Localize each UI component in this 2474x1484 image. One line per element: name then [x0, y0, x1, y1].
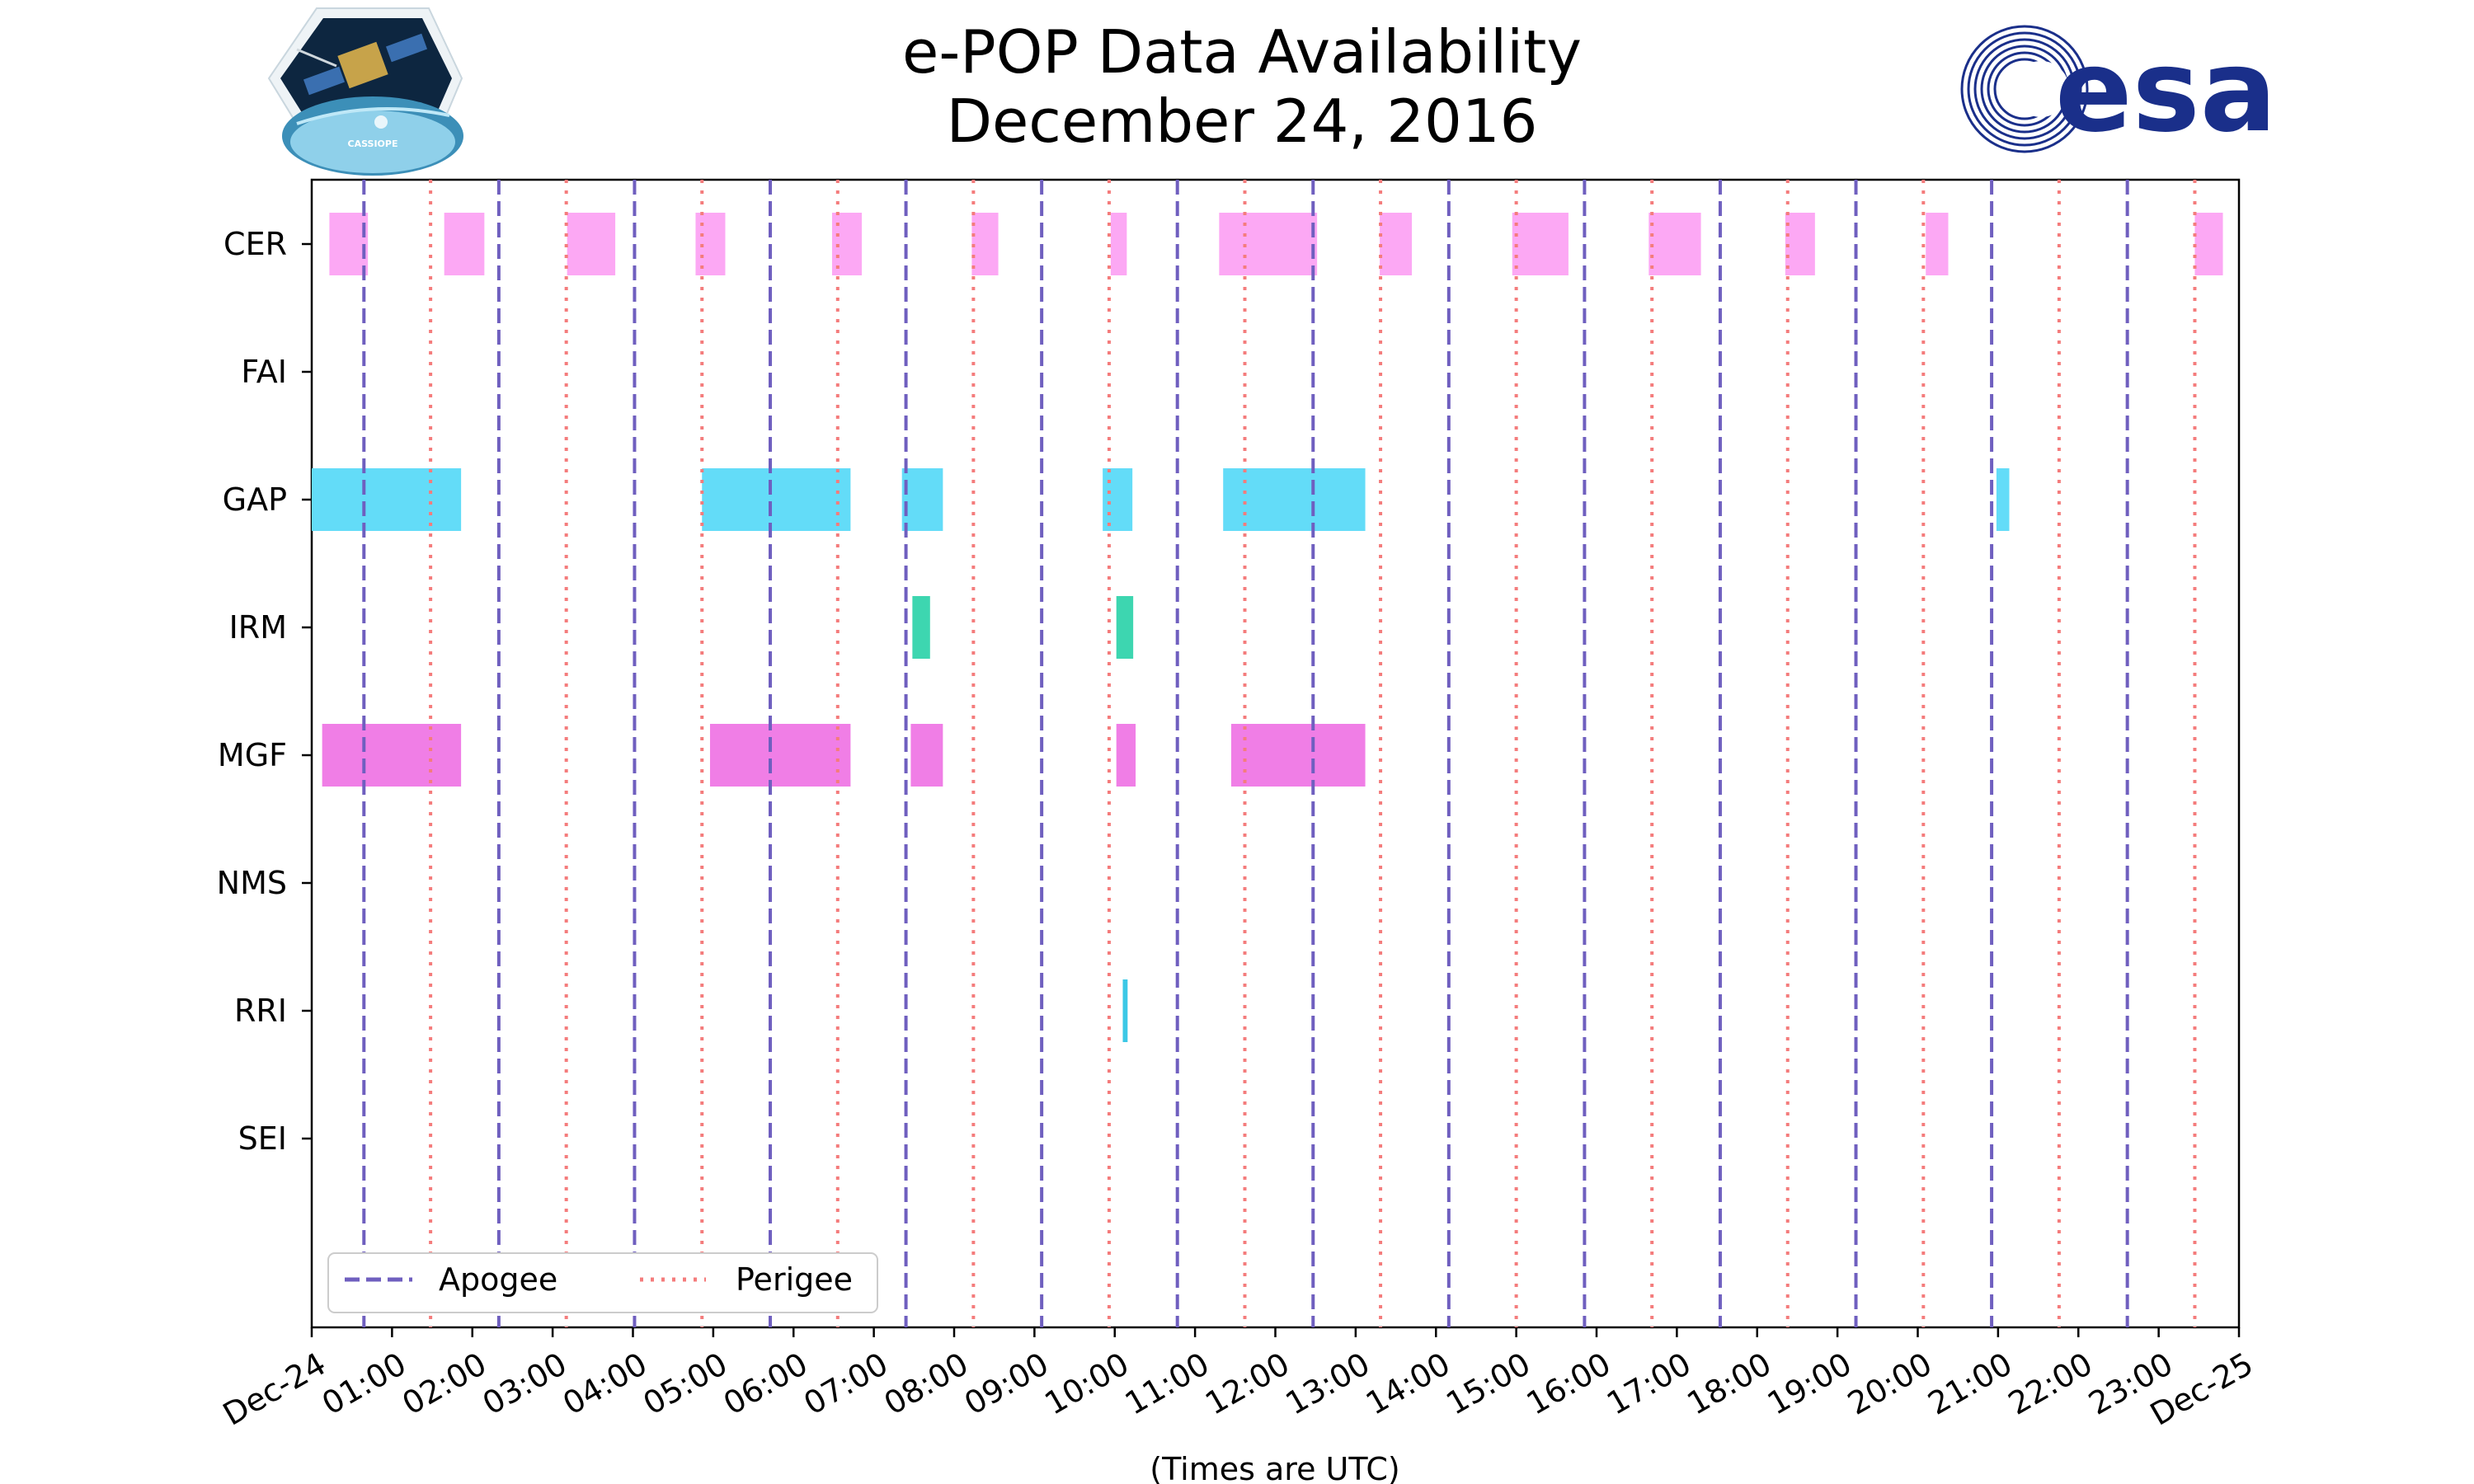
bar-cer-1 — [444, 213, 485, 275]
x-tick-label-15: 15:00 — [1440, 1345, 1536, 1422]
bar-cer-2 — [567, 213, 616, 275]
bar-cer-8 — [1380, 213, 1413, 275]
x-tick-label-4: 04:00 — [557, 1345, 653, 1422]
x-tick-label-6: 06:00 — [717, 1345, 814, 1422]
x-tick-label-22: 22:00 — [2002, 1345, 2099, 1422]
y-axis: CER FAI GAP IRM MGF NMS RRI SEI — [217, 226, 312, 1157]
y-tick-label-nms: NMS — [217, 865, 287, 901]
legend-perigee-label: Perigee — [736, 1261, 853, 1298]
x-tick-label-17: 17:00 — [1601, 1345, 1697, 1422]
bar-mgf-4 — [1230, 724, 1366, 787]
y-tick-label-mgf: MGF — [218, 737, 287, 773]
bar-cer-5 — [971, 213, 999, 275]
cassiope-logo: CASSIOPE — [267, 7, 463, 176]
bar-cer-0 — [329, 213, 369, 275]
x-tick-label-12: 12:00 — [1199, 1345, 1296, 1422]
bar-gap-2 — [901, 468, 943, 531]
y-tick-label-cer: CER — [223, 226, 287, 262]
bar-cer-13 — [2194, 213, 2223, 275]
x-tick-label-11: 11:00 — [1119, 1345, 1216, 1422]
bar-mgf-2 — [910, 724, 943, 787]
orbit-markers — [362, 180, 2197, 1327]
bar-mgf-0 — [322, 724, 462, 787]
x-tick-label-1: 01:00 — [316, 1345, 412, 1422]
x-tick-label-3: 03:00 — [477, 1345, 573, 1422]
y-tick-label-rri: RRI — [234, 993, 287, 1029]
x-tick-label-5: 05:00 — [637, 1345, 734, 1422]
x-tick-label-9: 09:00 — [958, 1345, 1055, 1422]
x-axis: Dec-2401:0002:0003:0004:0005:0006:0007:0… — [217, 1327, 2260, 1433]
chart-title-line2: December 24, 2016 — [947, 87, 1538, 156]
x-tick-label-16: 16:00 — [1521, 1345, 1617, 1422]
x-tick-label-20: 20:00 — [1841, 1345, 1938, 1422]
y-tick-label-gap: GAP — [223, 481, 287, 518]
x-tick-label-0: Dec-24 — [217, 1345, 332, 1433]
x-tick-label-10: 10:00 — [1038, 1345, 1135, 1422]
x-axis-label: (Times are UTC) — [1150, 1451, 1399, 1484]
bar-gap-5 — [1996, 468, 2010, 531]
x-tick-label-14: 14:00 — [1360, 1345, 1456, 1422]
bar-irm-1 — [1116, 596, 1134, 659]
esa-logo-text: esa — [2055, 25, 2277, 157]
esa-logo: esa — [1960, 25, 2277, 157]
bar-gap-3 — [1103, 468, 1133, 531]
bar-cer-6 — [1110, 213, 1127, 275]
y-tick-label-irm: IRM — [229, 609, 287, 646]
legend: Apogee Perigee — [327, 1252, 878, 1313]
x-tick-label-2: 02:00 — [396, 1345, 492, 1422]
cassiope-logo-text: CASSIOPE — [348, 139, 398, 149]
chart-title-line1: e-POP Data Availability — [902, 17, 1582, 87]
bar-cer-3 — [695, 213, 726, 275]
bar-rri-0 — [1122, 979, 1128, 1042]
y-tick-label-sei: SEI — [238, 1120, 287, 1157]
x-tick-label-7: 07:00 — [797, 1345, 894, 1422]
x-tick-label-21: 21:00 — [1922, 1345, 2019, 1422]
x-tick-label-13: 13:00 — [1280, 1345, 1376, 1422]
bar-cer-11 — [1785, 213, 1815, 275]
bar-cer-7 — [1219, 213, 1318, 275]
data-bars — [312, 213, 2223, 1042]
bar-irm-0 — [912, 596, 930, 659]
bar-cer-10 — [1649, 213, 1701, 275]
bar-gap-1 — [702, 468, 851, 531]
bar-cer-9 — [1512, 213, 1569, 275]
x-tick-label-8: 08:00 — [878, 1345, 975, 1422]
bar-gap-4 — [1223, 468, 1366, 531]
legend-apogee-label: Apogee — [439, 1261, 557, 1298]
bar-gap-0 — [312, 468, 462, 531]
bar-cer-12 — [1926, 213, 1949, 275]
y-tick-label-fai: FAI — [241, 354, 287, 390]
x-tick-label-18: 18:00 — [1681, 1345, 1777, 1422]
bar-mgf-1 — [709, 724, 851, 787]
bar-mgf-3 — [1116, 724, 1136, 787]
legend-box — [327, 1252, 878, 1313]
x-tick-label-19: 19:00 — [1761, 1345, 1858, 1422]
